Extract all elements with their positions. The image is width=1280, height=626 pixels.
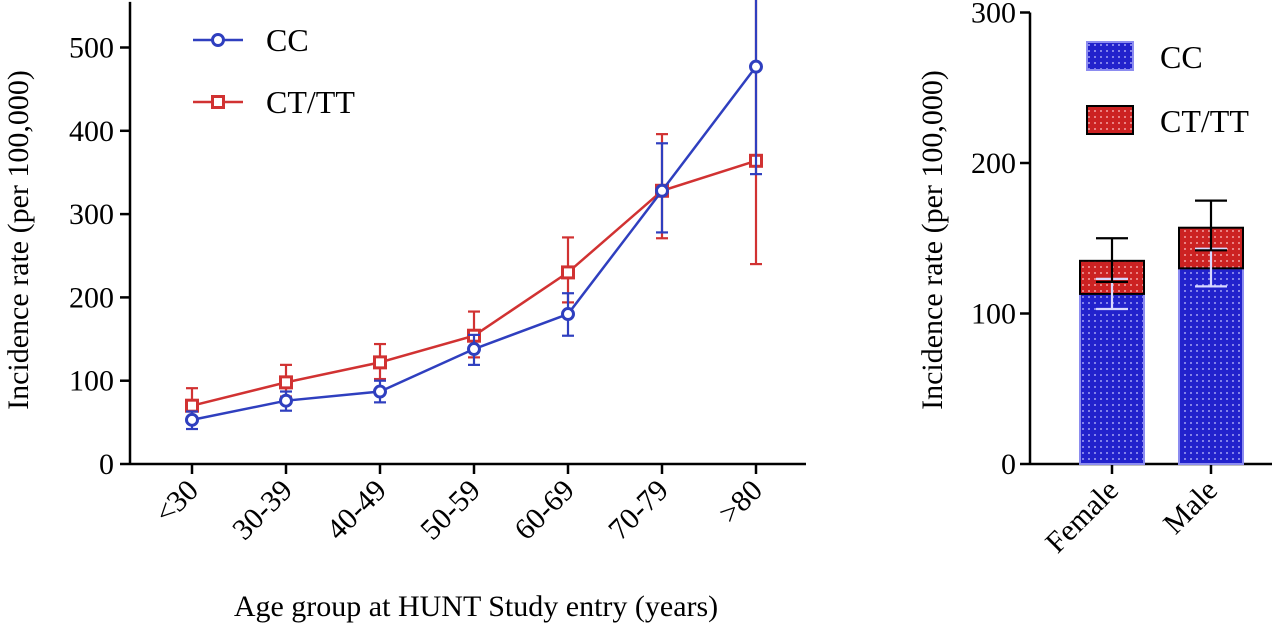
x-tick-label: Female <box>1039 474 1125 560</box>
y-tick-label: 200 <box>971 147 1016 180</box>
x-tick-label: <30 <box>148 474 205 531</box>
legend-label: CC <box>266 22 309 58</box>
data-point <box>561 265 575 280</box>
x-tick-label: 50-59 <box>414 474 487 547</box>
x-tick-label: 60-69 <box>508 474 581 547</box>
bar-chart: Incidence rate (per 100,000) 0 100 200 300 F… <box>916 0 1272 559</box>
y-tick-label: 400 <box>69 115 114 148</box>
legend-swatch-CT/TT <box>1086 105 1134 135</box>
bar-CC-Male <box>1178 267 1244 465</box>
legend-label: CT/TT <box>1160 103 1249 139</box>
line-chart-ylabel: Incidence rate (per 100,000) <box>2 70 35 410</box>
legend-swatch-CC <box>1086 41 1134 71</box>
x-tick-label: Male <box>1157 474 1224 541</box>
legend-label: CC <box>1160 39 1203 75</box>
x-tick-label: 30-39 <box>226 474 299 547</box>
y-tick-label: 500 <box>69 32 114 65</box>
y-tick-label: 300 <box>69 198 114 231</box>
line-chart-series <box>185 0 763 431</box>
y-tick-label: 100 <box>971 298 1016 331</box>
data-point <box>655 183 669 198</box>
data-point <box>373 384 387 399</box>
data-point <box>561 307 575 322</box>
data-point <box>185 398 199 413</box>
legend-marker <box>211 33 225 47</box>
legend-marker <box>211 95 225 109</box>
x-tick-label: 70-79 <box>602 474 675 547</box>
line-chart-xlabel: Age group at HUNT Study entry (years) <box>234 590 718 623</box>
bar-chart-bars <box>1079 199 1244 465</box>
line-chart: Incidence rate (per 100,000) Age group a… <box>2 0 806 623</box>
series-line-CT/TT <box>191 159 757 407</box>
x-tick-label: >80 <box>712 474 769 531</box>
x-tick-label: 40-49 <box>320 474 393 547</box>
y-tick-label: 100 <box>69 365 114 398</box>
y-tick-label: 0 <box>1001 448 1016 481</box>
bar-chart-legend: CC CT/TT <box>1086 39 1249 139</box>
data-point <box>373 355 387 370</box>
bar-chart-ylabel: Incidence rate (per 100,000) <box>916 70 949 410</box>
legend-label: CT/TT <box>266 84 355 120</box>
y-tick-label: 0 <box>99 448 114 481</box>
bar-CC-Female <box>1079 292 1145 465</box>
data-point <box>185 412 199 427</box>
data-point <box>279 393 293 408</box>
y-tick-label: 200 <box>69 281 114 314</box>
data-point <box>279 375 293 390</box>
data-point <box>749 59 763 74</box>
y-tick-label: 300 <box>971 0 1016 30</box>
line-chart-legend: CC CT/TT <box>193 22 355 120</box>
line-chart-axes: 0 100 200 300 400 500 <30 30-39 40-49 50-59 60-69 7… <box>69 1 806 547</box>
data-point <box>467 342 481 357</box>
